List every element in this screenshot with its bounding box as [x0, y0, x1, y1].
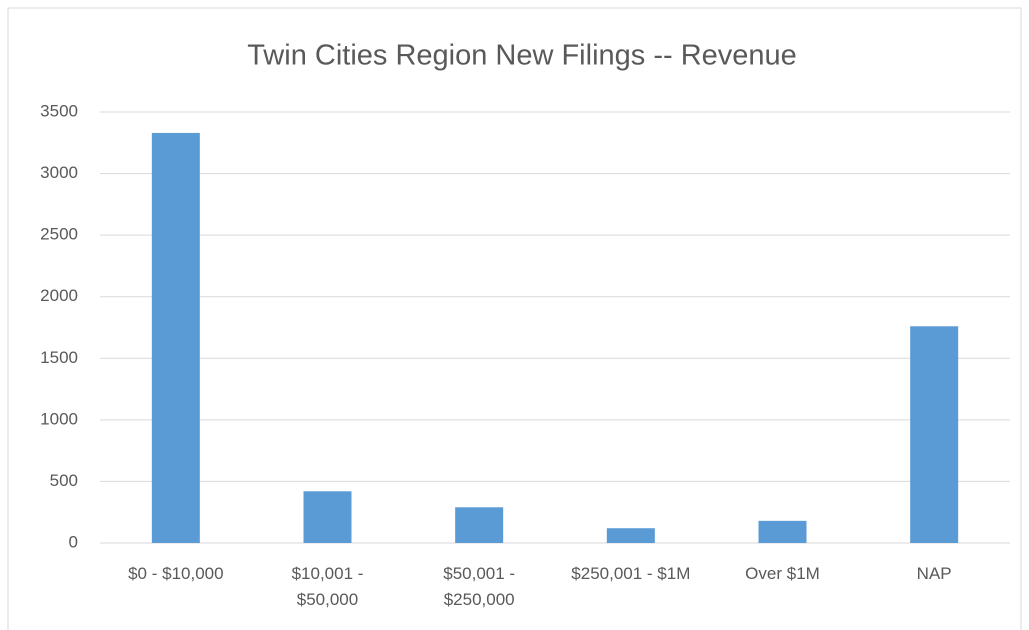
y-tick-label: 3500: [40, 101, 78, 120]
y-tick-label: 0: [69, 532, 78, 551]
x-tick-label: NAP: [916, 564, 952, 583]
x-tick-label: $0 - $10,000: [128, 564, 224, 583]
x-tick-label: Over $1M: [745, 564, 820, 583]
x-tick-label: $250,001 - $1M: [571, 564, 691, 583]
bar: [151, 132, 200, 544]
y-tick-label: 2000: [40, 286, 78, 305]
y-tick-label: 2500: [40, 225, 78, 244]
chart-title: Twin Cities Region New Filings -- Revenu…: [247, 40, 797, 72]
bar: [758, 520, 807, 543]
y-tick-label: 500: [50, 471, 78, 490]
y-tick-label: 3000: [40, 163, 78, 182]
bar: [910, 326, 959, 543]
bar: [455, 507, 504, 543]
y-tick-label: 1500: [40, 348, 78, 367]
y-tick-label: 1000: [40, 409, 78, 428]
x-tick-label: $10,001 - $50,000: [291, 564, 364, 609]
bar: [303, 491, 352, 543]
bar: [606, 528, 655, 543]
x-tick-label: $50,001 - $250,000: [443, 564, 516, 609]
